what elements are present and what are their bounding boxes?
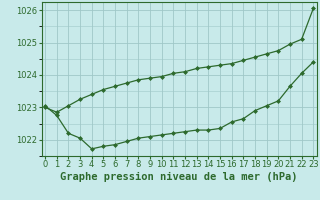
X-axis label: Graphe pression niveau de la mer (hPa): Graphe pression niveau de la mer (hPa) bbox=[60, 172, 298, 182]
